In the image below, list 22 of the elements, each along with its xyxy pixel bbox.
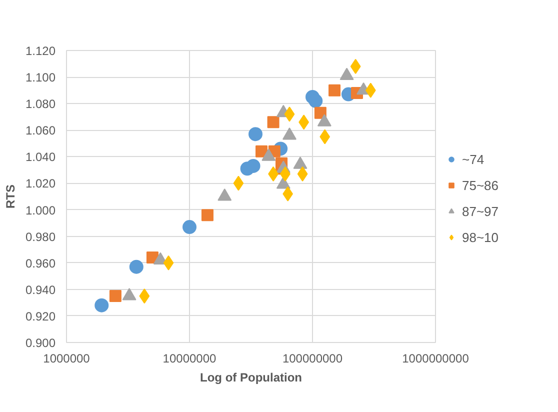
- legend-label: ~74: [462, 152, 484, 166]
- y-tick-label: 0.900: [25, 336, 56, 350]
- y-axis-title: RTS: [3, 184, 18, 208]
- y-tick-label: 1.100: [25, 70, 56, 85]
- y-tick-label: 0.960: [25, 256, 56, 270]
- x-tick-label: 1000000000: [402, 352, 470, 366]
- y-tick-label: 1.000: [25, 203, 56, 218]
- x-axis-title: Log of Population: [200, 370, 302, 384]
- x-tick-label: 10000000: [162, 352, 217, 366]
- y-tick-label: 1.080: [25, 97, 56, 112]
- y-tick-label: 0.940: [25, 282, 56, 297]
- x-tick-label: 1000000: [43, 352, 90, 366]
- y-tick-label: 0.920: [25, 309, 56, 324]
- y-tick-label: 1.060: [25, 124, 56, 138]
- y-tick-label: 1.120: [25, 44, 56, 58]
- legend-label: 75~86: [462, 178, 499, 192]
- y-tick-label: 0.980: [25, 230, 56, 244]
- y-tick-label: 1.040: [25, 150, 56, 164]
- legend-label: 87~97: [462, 204, 499, 218]
- x-tick-label: 100000000: [282, 352, 343, 366]
- y-tick-label: 1.020: [25, 176, 56, 191]
- legend-label: 98~10: [462, 230, 499, 244]
